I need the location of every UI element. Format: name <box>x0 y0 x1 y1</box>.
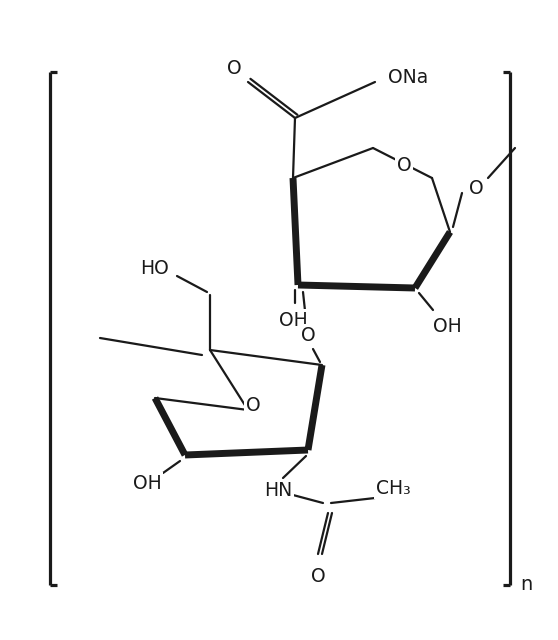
Text: n: n <box>520 575 532 595</box>
Text: O: O <box>246 396 261 415</box>
Text: O: O <box>301 326 315 344</box>
Text: CH₃: CH₃ <box>376 479 410 497</box>
Text: HO: HO <box>141 259 170 278</box>
Text: O: O <box>311 566 325 586</box>
Text: O: O <box>469 179 483 198</box>
Text: OH: OH <box>133 474 161 493</box>
Text: HN: HN <box>264 481 292 499</box>
Text: O: O <box>397 156 411 175</box>
Text: OH: OH <box>432 317 461 335</box>
Text: OH: OH <box>278 310 307 330</box>
Text: O: O <box>227 58 241 77</box>
Text: ONa: ONa <box>388 67 428 86</box>
